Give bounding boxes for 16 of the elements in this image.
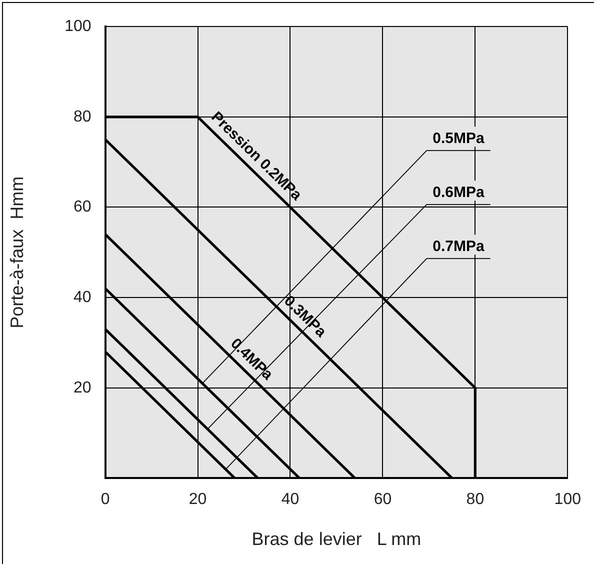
- x-tick-label: 40: [281, 491, 300, 508]
- text: 0.7MPa: [432, 238, 485, 256]
- text: 0.6MPa: [432, 184, 485, 202]
- x-axis-title: Bras de levier L mm: [252, 529, 422, 550]
- y-tick-label: 60: [74, 198, 92, 216]
- x-tick-label: 80: [466, 491, 484, 508]
- x-tick-label: 60: [374, 491, 392, 508]
- x-tick-label: 0: [100, 491, 110, 508]
- y-tick-label: 100: [64, 18, 92, 36]
- y-tick-label: 40: [74, 288, 92, 306]
- x-tick-label: 20: [188, 491, 207, 508]
- y-tick-label: 80: [74, 108, 92, 126]
- y-tick-label: 20: [74, 379, 92, 396]
- text: 0.5MPa: [432, 130, 485, 148]
- x-tick-label: 100: [554, 491, 582, 508]
- y-axis-title: Porte-à-faux Hmm: [6, 176, 27, 328]
